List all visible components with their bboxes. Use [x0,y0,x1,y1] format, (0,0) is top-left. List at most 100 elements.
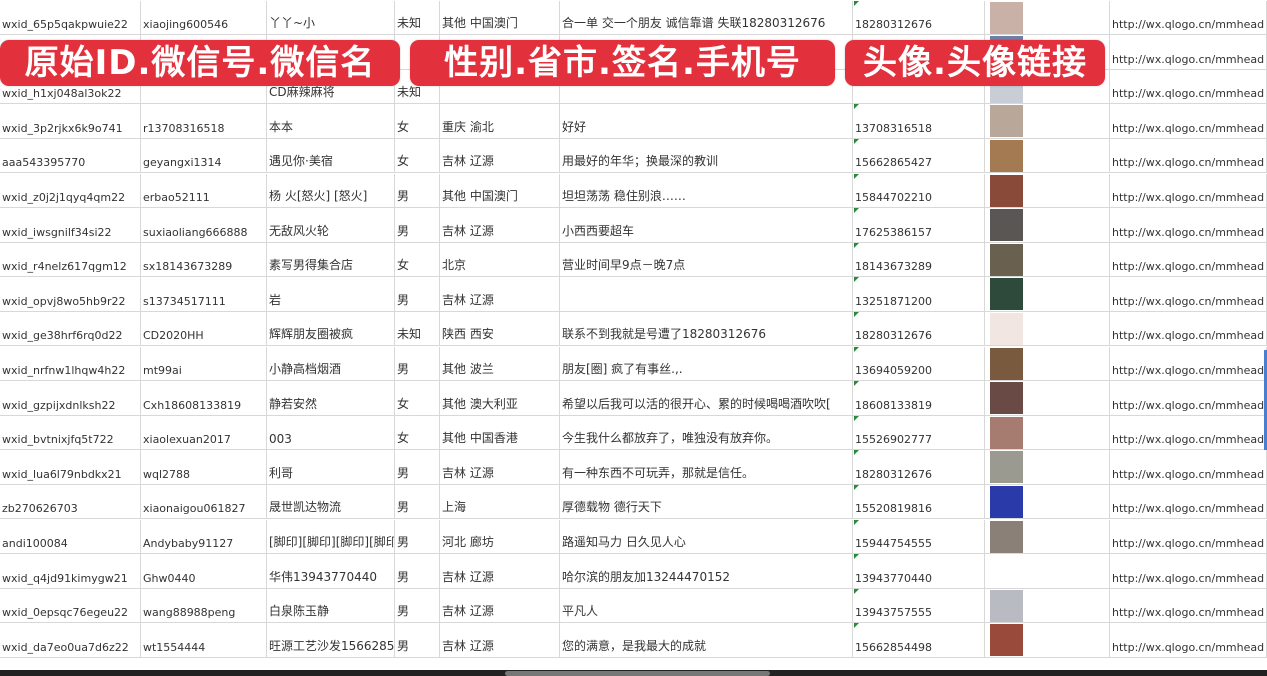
cell-avatar-url[interactable]: http://wx.qlogo.cn/mmhead [1110,554,1267,588]
cell-original-id[interactable]: wxid_bvtnixjfq5t722 [0,415,141,450]
cell-original-id[interactable]: wxid_0epsqc76egeu22 [0,588,141,623]
cell-wechat-id[interactable]: Cxh18608133819 [141,381,267,415]
cell-gender[interactable]: 未知 [395,311,440,346]
cell-phone[interactable]: 18280312676 [853,0,985,35]
cell-original-id[interactable]: wxid_65p5qakpwuie22 [0,0,141,35]
cell-wechat-name[interactable]: 华伟13943770440 [267,554,395,588]
cell-gender[interactable]: 男 [395,484,440,519]
cell-signature[interactable] [560,69,853,104]
cell-original-id[interactable]: andi100084 [0,519,141,554]
cell-avatar[interactable] [985,588,1110,623]
avatar-image[interactable] [990,347,1023,380]
cell-phone[interactable]: 15520819816 [853,484,985,519]
cell-phone[interactable]: 18608133819 [853,381,985,415]
cell-phone[interactable]: 17625386157 [853,208,985,242]
cell-gender[interactable]: 男 [395,450,440,484]
cell-signature[interactable] [560,277,853,311]
cell-gender[interactable]: 男 [395,588,440,623]
cell-gender[interactable]: 女 [395,104,440,138]
cell-signature[interactable]: 厚德载物 德行天下 [560,484,853,519]
cell-signature[interactable]: 有一种东西不可玩弄，那就是信任。 [560,450,853,484]
cell-region[interactable]: 其他 波兰 [440,346,560,381]
cell-avatar[interactable] [985,104,1110,138]
cell-phone[interactable]: 15844702210 [853,173,985,208]
cell-signature[interactable]: 今生我什么都放弃了，唯独没有放弃你。 [560,415,853,450]
cell-wechat-name[interactable]: 辉辉朋友圈被疯 [267,311,395,346]
cell-signature[interactable]: 合一单 交一个朋友 诚信靠谱 失联18280312676 [560,0,853,35]
avatar-image[interactable] [990,243,1023,276]
cell-wechat-name[interactable]: 岩 [267,277,395,311]
cell-region[interactable]: 其他 中国香港 [440,415,560,450]
cell-avatar[interactable] [985,346,1110,381]
cell-avatar-url[interactable]: http://wx.qlogo.cn/mmhead [1110,381,1267,415]
avatar-image[interactable] [990,624,1023,657]
cell-wechat-id[interactable]: wang88988peng [141,588,267,623]
cell-wechat-name[interactable]: CD麻辣麻将 [267,69,395,104]
cell-region[interactable]: 吉林 辽源 [440,138,560,173]
cell-wechat-id[interactable]: wt1554444 [141,623,267,657]
cell-gender[interactable]: 女 [395,242,440,277]
cell-avatar-url[interactable]: http://wx.qlogo.cn/mmhead [1110,519,1267,554]
cell-wechat-id[interactable]: mt99ai [141,346,267,381]
cell-avatar-url[interactable]: http://wx.qlogo.cn/mmhead [1110,588,1267,623]
cell-avatar-url[interactable]: http://wx.qlogo.cn/mmhead [1110,138,1267,173]
cell-wechat-id[interactable]: xiaojing600546 [141,0,267,35]
cell-phone[interactable]: 15944754555 [853,519,985,554]
avatar-image[interactable] [990,105,1023,138]
cell-region[interactable]: 其他 中国澳门 [440,173,560,208]
cell-gender[interactable]: 男 [395,346,440,381]
cell-phone[interactable]: 18280312676 [853,311,985,346]
avatar-image[interactable] [990,209,1023,242]
cell-region[interactable]: 重庆 渝北 [440,104,560,138]
cell-original-id[interactable]: wxid_da7eo0ua7d6z22 [0,623,141,657]
cell-avatar[interactable] [985,554,1110,588]
cell-wechat-id[interactable]: sx18143673289 [141,242,267,277]
cell-avatar-url[interactable]: http://wx.qlogo.cn/mmhead [1110,69,1267,104]
avatar-image[interactable] [990,589,1023,622]
avatar-image[interactable] [990,1,1023,34]
avatar-image[interactable] [990,174,1023,207]
cell-signature[interactable]: 平凡人 [560,588,853,623]
cell-avatar[interactable] [985,623,1110,657]
cell-avatar[interactable] [985,381,1110,415]
cell-signature[interactable]: 朋友[圈] 疯了有事丝.,. [560,346,853,381]
cell-avatar-url[interactable]: http://wx.qlogo.cn/mmhead [1110,277,1267,311]
cell-avatar-url[interactable]: http://wx.qlogo.cn/mmhead [1110,623,1267,657]
cell-region[interactable]: 吉林 辽源 [440,450,560,484]
cell-original-id[interactable]: wxid_r4nelz617qgm12 [0,242,141,277]
cell-gender[interactable]: 女 [395,415,440,450]
cell-avatar-url[interactable]: http://wx.qlogo.cn/mmhead [1110,173,1267,208]
cell-wechat-id[interactable]: Andybaby91127 [141,519,267,554]
cell-signature[interactable]: 营业时间早9点－晚7点 [560,242,853,277]
cell-wechat-name[interactable]: 旺源工艺沙发15662854 [267,623,395,657]
avatar-image[interactable] [990,416,1023,449]
cell-wechat-id[interactable]: wql2788 [141,450,267,484]
cell-avatar-url[interactable]: http://wx.qlogo.cn/mmhead [1110,311,1267,346]
cell-avatar-url[interactable]: http://wx.qlogo.cn/mmhead [1110,415,1267,450]
cell-signature[interactable]: 用最好的年华；换最深的教训 [560,138,853,173]
cell-avatar[interactable] [985,277,1110,311]
horizontal-scrollbar[interactable] [505,671,770,676]
cell-wechat-name[interactable]: 白泉陈玉静 [267,588,395,623]
cell-gender[interactable]: 男 [395,519,440,554]
cell-avatar-url[interactable]: http://wx.qlogo.cn/mmhead [1110,346,1267,381]
cell-region[interactable]: 其他 中国澳门 [440,0,560,35]
cell-region[interactable]: 河北 廊坊 [440,519,560,554]
cell-phone[interactable] [853,69,985,104]
cell-wechat-id[interactable]: xiaonaigou061827 [141,484,267,519]
cell-avatar-url[interactable]: http://wx.qlogo.cn/mmhead [1110,242,1267,277]
cell-gender[interactable]: 男 [395,623,440,657]
cell-gender[interactable]: 女 [395,381,440,415]
cell-avatar[interactable] [985,450,1110,484]
cell-avatar-url[interactable]: http://wx.qlogo.cn/mmhead [1110,484,1267,519]
cell-original-id[interactable]: wxid_lua6l79nbdkx21 [0,450,141,484]
cell-region[interactable]: 吉林 辽源 [440,208,560,242]
cell-gender[interactable]: 男 [395,554,440,588]
cell-gender[interactable]: 男 [395,173,440,208]
cell-phone[interactable]: 13251871200 [853,277,985,311]
cell-region[interactable]: 其他 澳大利亚 [440,381,560,415]
cell-region[interactable]: 吉林 辽源 [440,277,560,311]
cell-wechat-id[interactable]: CD2020HH [141,311,267,346]
cell-avatar-url[interactable]: http://wx.qlogo.cn/mmhead [1110,104,1267,138]
cell-original-id[interactable]: wxid_iwsgnilf34si22 [0,208,141,242]
